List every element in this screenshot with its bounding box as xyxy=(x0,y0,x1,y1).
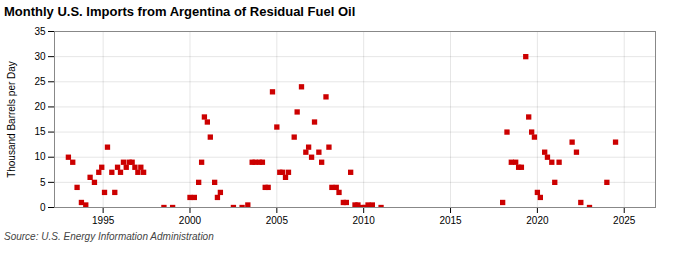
svg-text:35: 35 xyxy=(34,26,46,37)
svg-text:2020: 2020 xyxy=(526,215,549,226)
svg-text:1995: 1995 xyxy=(92,215,115,226)
svg-text:2000: 2000 xyxy=(179,215,202,226)
svg-text:15: 15 xyxy=(34,126,46,137)
html-text:Monthly U.S. Imports from Arge: Monthly U.S. Imports from Argentina of R… xyxy=(4,4,356,19)
svg-text:2005: 2005 xyxy=(266,215,289,226)
svg-text:2010: 2010 xyxy=(353,215,376,226)
html-text:Source: U.S. Energy Informatio: Source: U.S. Energy Information Administ… xyxy=(4,231,214,242)
svg-text:25: 25 xyxy=(34,76,46,87)
svg-text:2015: 2015 xyxy=(439,215,462,226)
svg-text:5: 5 xyxy=(40,177,46,188)
svg-text:0: 0 xyxy=(40,202,46,213)
svg-text:30: 30 xyxy=(34,51,46,62)
svg-text:20: 20 xyxy=(34,101,46,112)
svg-text:10: 10 xyxy=(34,151,46,162)
svg-text:2025: 2025 xyxy=(613,215,636,226)
svg-text:Thousand Barrels per Day: Thousand Barrels per Day xyxy=(6,61,17,178)
